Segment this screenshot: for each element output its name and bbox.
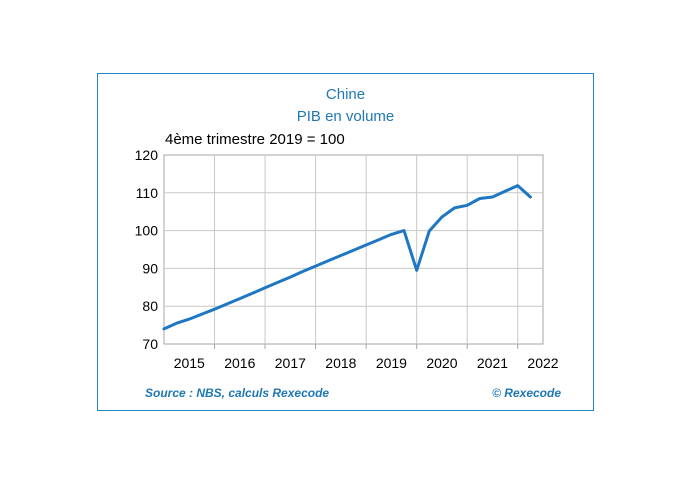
source-note: Source : NBS, calculs Rexecode [145,386,330,400]
chart-title: Chine [325,86,366,103]
y-tick-label: 110 [136,185,159,201]
chart-subtitle: PIB en volume [296,108,395,125]
y-tick-label: 120 [135,147,159,163]
x-tick-label: 2018 [325,355,356,371]
series-line [162,184,532,331]
y-tick-label: 70 [142,336,158,352]
y-tick-label: 80 [142,298,158,314]
y-tick-label: 90 [142,260,158,276]
copyright-note: © Rexecode [492,386,561,400]
x-tick-label: 2015 [174,355,205,371]
x-tick-label: 2021 [477,355,508,371]
x-tick-label: 2017 [275,355,306,371]
y-tick-label: 100 [135,223,159,239]
x-tick-label: 2019 [376,355,407,371]
x-tick-label: 2022 [527,355,558,371]
x-tick-label: 2020 [426,355,457,371]
x-tick-label: 2016 [224,355,255,371]
y-axis-label: 4ème trimestre 2019 = 100 [165,131,345,148]
